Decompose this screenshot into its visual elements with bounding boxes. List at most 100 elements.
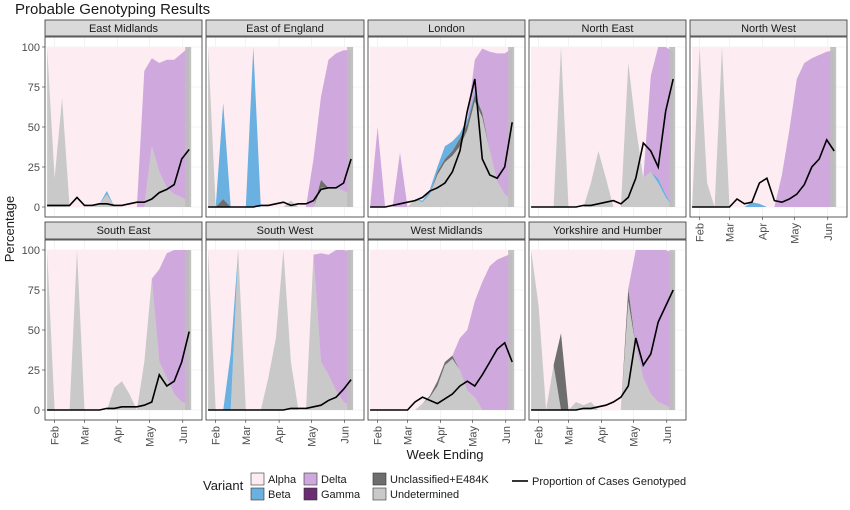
x-tick-label: May bbox=[306, 426, 318, 447]
facet-label-london: London bbox=[428, 23, 465, 35]
y-tick-label: 100 bbox=[22, 42, 40, 54]
x-tick-label: May bbox=[790, 223, 802, 244]
x-tick-label: Feb bbox=[695, 223, 707, 242]
legend-label-delta: Delta bbox=[321, 474, 348, 486]
series-proportion-east-midlands bbox=[47, 148, 190, 207]
series-proportion-london bbox=[370, 78, 513, 208]
legend-swatch-unclassified-e484k bbox=[372, 472, 387, 486]
facet-strip-yorkshire-and-humber bbox=[528, 221, 687, 240]
facet-label-east-of-england: East of England bbox=[246, 23, 324, 35]
series-delta-south-west bbox=[208, 250, 352, 410]
y-axis-title: Percentage bbox=[2, 196, 17, 263]
series-undetermined-north-west bbox=[692, 47, 835, 207]
legend-label-gamma: Gamma bbox=[321, 489, 361, 501]
x-tick-label: Apr bbox=[436, 426, 448, 443]
x-axis-title: Week Ending bbox=[406, 447, 483, 462]
x-tick-label: Jun bbox=[501, 426, 513, 444]
series-delta-south-east bbox=[47, 250, 190, 410]
series-proportion-yorkshire-and-humber bbox=[531, 289, 674, 411]
x-tick-label: Jun bbox=[178, 426, 190, 444]
recent-band-north-east bbox=[669, 47, 676, 207]
x-tick-label: Feb bbox=[211, 426, 223, 445]
legend-title: Variant bbox=[203, 478, 244, 493]
legend-label-proportion: Proportion of Cases Genotyped bbox=[532, 476, 686, 488]
y-tick-label: 25 bbox=[28, 365, 40, 377]
series-undetermined-london bbox=[370, 101, 513, 207]
series-undetermined-south-east bbox=[47, 250, 190, 410]
facet-strip-south-west bbox=[205, 221, 365, 240]
facet-strip-west-midlands bbox=[367, 221, 526, 240]
series-delta-london bbox=[370, 48, 513, 207]
chart-title: Probable Genotyping Results bbox=[15, 1, 211, 18]
series-undetermined-yorkshire-and-humber bbox=[531, 250, 674, 410]
series-delta-east-of-england bbox=[208, 47, 352, 207]
facet-label-north-east: North East bbox=[582, 23, 634, 35]
x-tick-label: Mar bbox=[241, 426, 253, 445]
facet-label-west-midlands: West Midlands bbox=[411, 225, 483, 237]
recent-band-yorkshire-and-humber bbox=[669, 250, 676, 410]
recent-band-south-east bbox=[185, 250, 192, 410]
x-tick-label: Apr bbox=[758, 223, 770, 240]
facet-strip-london bbox=[367, 19, 526, 37]
y-tick-label: 25 bbox=[28, 162, 40, 174]
series-delta-yorkshire-and-humber bbox=[531, 250, 674, 410]
legend-swatch-beta bbox=[250, 487, 265, 501]
series-delta-west-midlands bbox=[370, 253, 513, 410]
series-proportion-south-east bbox=[47, 331, 190, 411]
legend-swatch-gamma bbox=[303, 487, 318, 501]
x-tick-label: Apr bbox=[113, 426, 125, 443]
y-tick-label: 75 bbox=[28, 82, 40, 94]
series-proportion-west-midlands bbox=[370, 341, 513, 411]
x-tick-label: Apr bbox=[597, 426, 609, 443]
series-proportion-east-of-england bbox=[208, 158, 352, 208]
series-delta-north-east bbox=[531, 47, 674, 207]
panel-border-london bbox=[367, 36, 526, 218]
y-tick-label: 50 bbox=[28, 122, 40, 134]
x-tick-label: Mar bbox=[564, 426, 576, 445]
recent-band-east-midlands bbox=[185, 47, 192, 207]
recent-band-south-west bbox=[347, 250, 354, 410]
series-proportion-north-east bbox=[531, 78, 674, 208]
x-tick-label: Mar bbox=[725, 223, 737, 242]
series-beta-east-of-england bbox=[208, 47, 352, 207]
legend-swatch-undetermined bbox=[372, 487, 387, 501]
y-tick-label: 0 bbox=[34, 405, 40, 417]
x-tick-label: Mar bbox=[80, 426, 92, 445]
legend-label-undetermined: Undetermined bbox=[390, 489, 459, 501]
series-undetermined-east-of-england bbox=[208, 47, 352, 207]
y-tick-label: 75 bbox=[28, 285, 40, 297]
series-undetermined-east-midlands bbox=[47, 47, 190, 207]
x-tick-label: Feb bbox=[373, 426, 385, 445]
panel-border-yorkshire-and-humber bbox=[528, 239, 687, 421]
facet-label-south-east: South East bbox=[97, 225, 151, 237]
series-undetermined-south-west bbox=[208, 250, 352, 410]
legend-label-unclassified-e484k: Unclassified+E484K bbox=[390, 474, 489, 486]
series-proportion-south-west bbox=[208, 379, 352, 411]
legend-label-alpha: Alpha bbox=[268, 474, 297, 486]
x-tick-label: Mar bbox=[403, 426, 415, 445]
x-tick-label: Jun bbox=[662, 426, 674, 444]
x-tick-label: Jun bbox=[823, 223, 835, 241]
series-delta-east-midlands bbox=[47, 47, 190, 207]
facet-strip-south-east bbox=[44, 221, 203, 240]
series-undetermined-west-midlands bbox=[370, 358, 513, 410]
x-tick-label: May bbox=[629, 426, 641, 447]
x-tick-label: Jun bbox=[340, 426, 352, 444]
facet-label-east-midlands: East Midlands bbox=[89, 23, 159, 35]
panel-border-west-midlands bbox=[367, 239, 526, 421]
legend-label-beta: Beta bbox=[268, 489, 292, 501]
facet-strip-east-of-england bbox=[205, 19, 365, 37]
panel-border-north-east bbox=[528, 36, 687, 218]
series-delta-north-west bbox=[692, 47, 835, 207]
recent-band-west-midlands bbox=[508, 250, 515, 410]
recent-band-east-of-england bbox=[347, 47, 354, 207]
legend-swatch-delta bbox=[303, 472, 318, 486]
facet-label-south-west: South West bbox=[257, 225, 314, 237]
x-tick-label: May bbox=[468, 426, 480, 447]
y-tick-label: 100 bbox=[22, 245, 40, 257]
x-tick-label: May bbox=[145, 426, 157, 447]
y-tick-label: 50 bbox=[28, 325, 40, 337]
x-tick-label: Apr bbox=[274, 426, 286, 443]
panel-border-north-west bbox=[689, 36, 848, 218]
